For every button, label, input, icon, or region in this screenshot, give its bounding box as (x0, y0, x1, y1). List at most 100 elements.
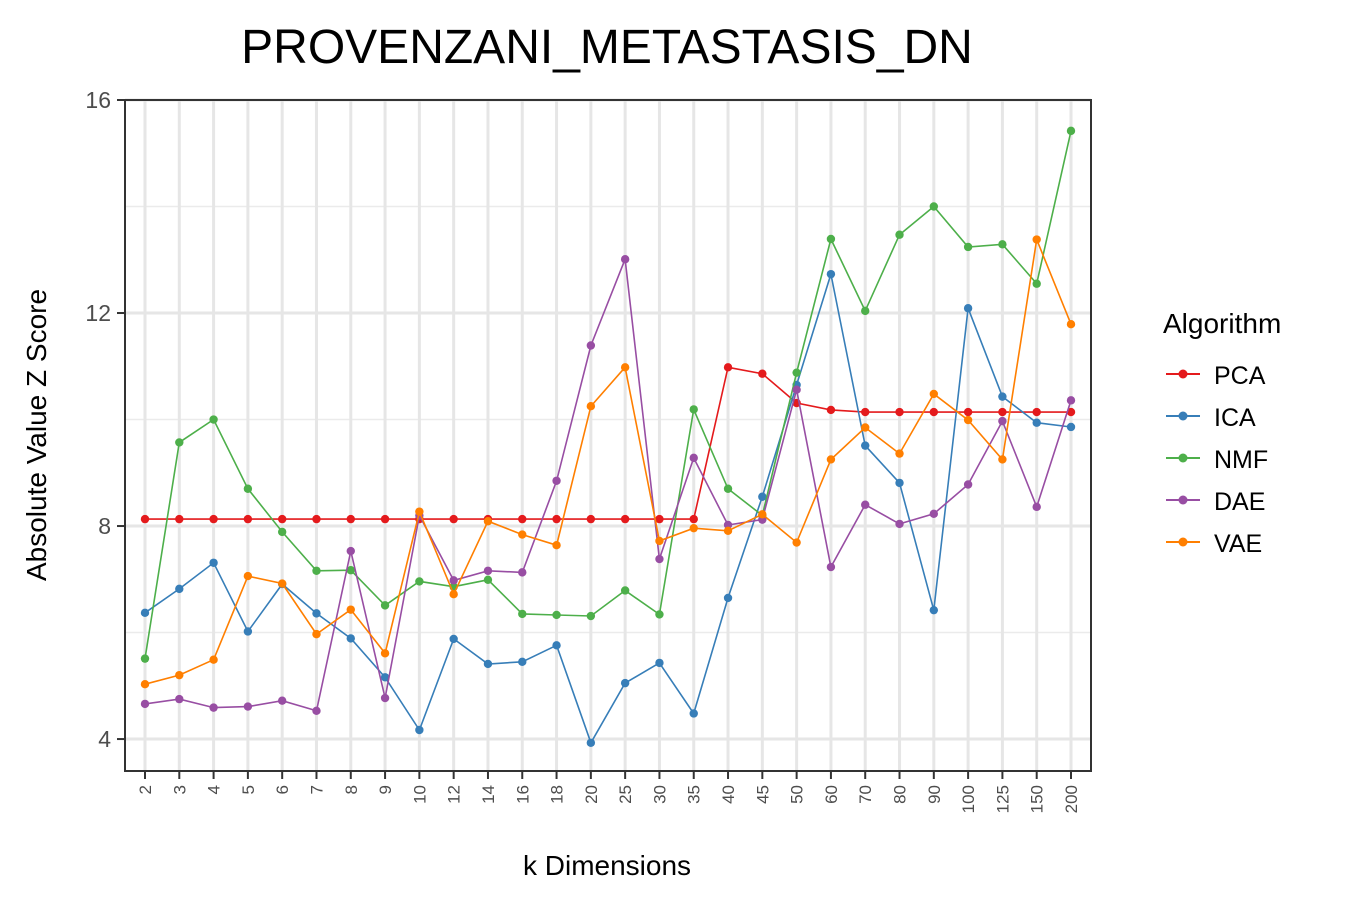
data-point (586, 738, 596, 747)
data-point (723, 593, 733, 603)
data-point (483, 575, 493, 585)
data-point (1032, 235, 1041, 244)
data-point (586, 611, 596, 621)
data-point (1032, 407, 1041, 417)
data-point (861, 306, 870, 316)
data-point (346, 566, 355, 575)
data-point (346, 605, 355, 614)
data-point (140, 608, 150, 618)
data-point (655, 610, 664, 619)
y-tick-label: 16 (85, 87, 111, 113)
chart-title: PROVENZANI_METASTASIS_DN (241, 21, 973, 74)
legend-item-dae: DAE (1166, 488, 1265, 516)
data-point (312, 566, 321, 575)
data-point (209, 514, 218, 524)
data-point (1066, 396, 1076, 405)
legend: Algorithm PCA ICA NMF DAE VAE (1163, 308, 1281, 558)
data-point (723, 520, 733, 530)
data-point (861, 441, 870, 450)
data-point (998, 240, 1007, 249)
data-point (655, 514, 664, 524)
data-point (758, 492, 767, 501)
data-point (175, 670, 184, 680)
data-point (380, 514, 390, 524)
x-tick-label: 35 (685, 785, 704, 804)
data-point (655, 658, 664, 668)
data-point (277, 696, 287, 705)
data-point (963, 480, 973, 489)
data-point (1032, 418, 1041, 427)
data-point (277, 527, 287, 537)
x-tick-label: 90 (925, 785, 944, 804)
x-tick-label: 3 (170, 785, 189, 794)
x-tick-label: 14 (479, 785, 498, 804)
data-point (758, 369, 767, 378)
series-vae (140, 235, 1076, 689)
x-tick-label: 16 (513, 785, 532, 804)
data-point (689, 523, 698, 533)
data-point (140, 679, 150, 689)
data-point (963, 304, 973, 313)
x-tick-label: 30 (650, 785, 669, 804)
data-point (518, 530, 527, 539)
data-point (963, 407, 973, 417)
data-point (1066, 126, 1076, 136)
data-point (1032, 279, 1041, 288)
data-point (518, 568, 527, 577)
legend-item-pca: PCA (1166, 362, 1266, 390)
data-point (175, 584, 184, 594)
data-point (826, 234, 836, 244)
data-point (723, 484, 733, 493)
data-point (929, 509, 939, 518)
data-point (861, 423, 870, 432)
x-axis-label: k Dimensions (523, 850, 691, 881)
legend-label: DAE (1214, 488, 1265, 516)
x-tick-label: 80 (891, 785, 910, 804)
legend-key-point (1178, 495, 1188, 505)
x-tick-label: 70 (856, 785, 875, 804)
data-point (963, 242, 973, 252)
data-point (929, 202, 939, 211)
data-point (998, 407, 1007, 417)
data-point (620, 255, 630, 264)
x-tick-label: 4 (205, 785, 224, 794)
legend-item-vae: VAE (1166, 530, 1262, 558)
y-tick-label: 12 (85, 300, 111, 326)
series-ica (140, 269, 1076, 747)
series-line (144, 130, 1072, 659)
data-point (415, 507, 424, 516)
data-point (723, 526, 733, 536)
data-point (346, 514, 355, 524)
data-point (620, 678, 630, 688)
data-point (483, 659, 493, 669)
data-point (243, 627, 253, 636)
grid (125, 98, 1091, 771)
data-point (620, 586, 630, 595)
data-point (449, 589, 458, 599)
data-point (998, 416, 1007, 426)
x-tick-label: 100 (959, 785, 978, 813)
data-point (826, 269, 836, 279)
data-point (209, 655, 218, 664)
data-point (277, 514, 287, 524)
data-point (449, 634, 458, 644)
data-point (175, 438, 184, 447)
data-point (518, 609, 527, 619)
x-tick-label: 6 (273, 785, 292, 794)
x-tick-label: 12 (445, 785, 464, 804)
data-point (346, 546, 355, 556)
data-point (826, 455, 836, 464)
data-point (861, 407, 870, 417)
data-point (380, 649, 390, 658)
x-tick-label: 18 (548, 785, 567, 804)
data-point (552, 610, 561, 620)
data-point (140, 654, 150, 663)
data-point (655, 536, 664, 546)
data-point (620, 514, 630, 524)
data-point (140, 514, 150, 524)
data-point (380, 673, 390, 682)
x-tick-label: 9 (376, 785, 395, 794)
data-point (243, 571, 253, 581)
data-point (963, 415, 973, 425)
